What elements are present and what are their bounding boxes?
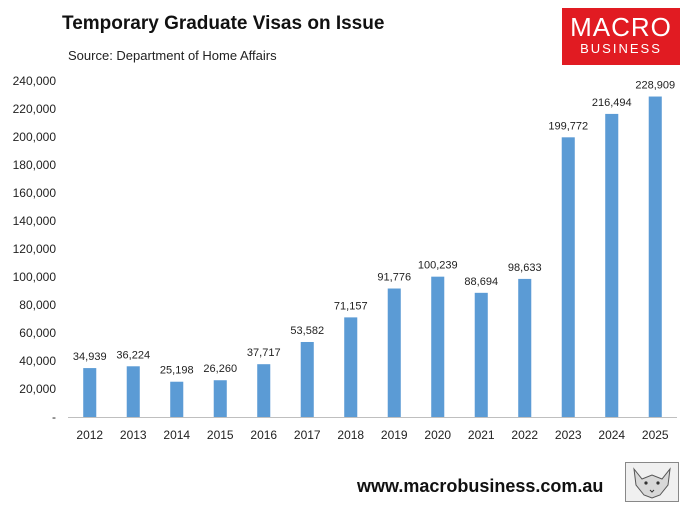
x-tick-label: 2025 xyxy=(642,428,669,442)
x-tick-label: 2019 xyxy=(381,428,408,442)
y-tick-label: 80,000 xyxy=(19,298,56,312)
y-tick-label: 100,000 xyxy=(13,270,57,284)
bar xyxy=(257,364,271,417)
x-tick-label: 2013 xyxy=(120,428,147,442)
x-tick-label: 2015 xyxy=(207,428,234,442)
data-label: 34,939 xyxy=(73,351,107,363)
data-label: 100,239 xyxy=(418,260,458,272)
bar xyxy=(474,292,488,417)
y-tick-label: 240,000 xyxy=(13,74,57,88)
x-tick-label: 2016 xyxy=(250,428,277,442)
data-label: 228,909 xyxy=(635,80,675,92)
bar xyxy=(300,341,314,417)
data-label: 98,633 xyxy=(508,262,542,274)
bar xyxy=(344,317,358,417)
data-label: 25,198 xyxy=(160,365,194,377)
y-tick-label: 20,000 xyxy=(19,382,56,396)
bar xyxy=(83,368,97,417)
x-tick-label: 2018 xyxy=(337,428,364,442)
logo-line2: BUSINESS xyxy=(580,41,662,56)
x-tick-label: 2024 xyxy=(598,428,625,442)
macrobusiness-logo: MACRO BUSINESS xyxy=(562,8,680,65)
bar xyxy=(561,137,575,417)
y-tick-label: 140,000 xyxy=(13,214,57,228)
x-tick-label: 2012 xyxy=(76,428,103,442)
bar xyxy=(518,278,532,417)
y-tick-label: 180,000 xyxy=(13,158,57,172)
bar xyxy=(126,366,140,417)
chart-title: Temporary Graduate Visas on Issue xyxy=(62,13,385,34)
y-tick-label: 160,000 xyxy=(13,186,57,200)
y-tick-label: 200,000 xyxy=(13,130,57,144)
y-tick-label: 120,000 xyxy=(13,242,57,256)
data-label: 53,582 xyxy=(290,325,324,337)
y-tick-label: 60,000 xyxy=(19,326,56,340)
data-label: 36,224 xyxy=(116,349,150,361)
footer-url: www.macrobusiness.com.au xyxy=(357,476,604,496)
bar xyxy=(431,276,445,417)
chart-subtitle: Source: Department of Home Affairs xyxy=(68,48,277,63)
x-tick-label: 2014 xyxy=(163,428,190,442)
x-tick-label: 2017 xyxy=(294,428,321,442)
x-tick-label: 2023 xyxy=(555,428,582,442)
data-label: 199,772 xyxy=(548,120,588,132)
x-tick-label: 2020 xyxy=(424,428,451,442)
data-label: 71,157 xyxy=(334,300,368,312)
fox-sketch-icon xyxy=(625,462,679,502)
bar xyxy=(648,96,662,417)
x-tick-label: 2022 xyxy=(511,428,538,442)
logo-line1: MACRO xyxy=(570,12,672,42)
x-tick-label: 2021 xyxy=(468,428,495,442)
y-tick-label: - xyxy=(52,410,56,424)
data-label: 37,717 xyxy=(247,347,281,359)
data-label: 88,694 xyxy=(464,276,498,288)
y-tick-label: 220,000 xyxy=(13,102,57,116)
data-label: 216,494 xyxy=(592,97,632,109)
bar xyxy=(605,113,619,418)
bar xyxy=(213,380,227,417)
data-label: 91,776 xyxy=(377,272,411,284)
bar xyxy=(170,381,184,417)
data-label: 26,260 xyxy=(203,363,237,375)
bar xyxy=(387,288,401,417)
y-tick-label: 40,000 xyxy=(19,354,56,368)
